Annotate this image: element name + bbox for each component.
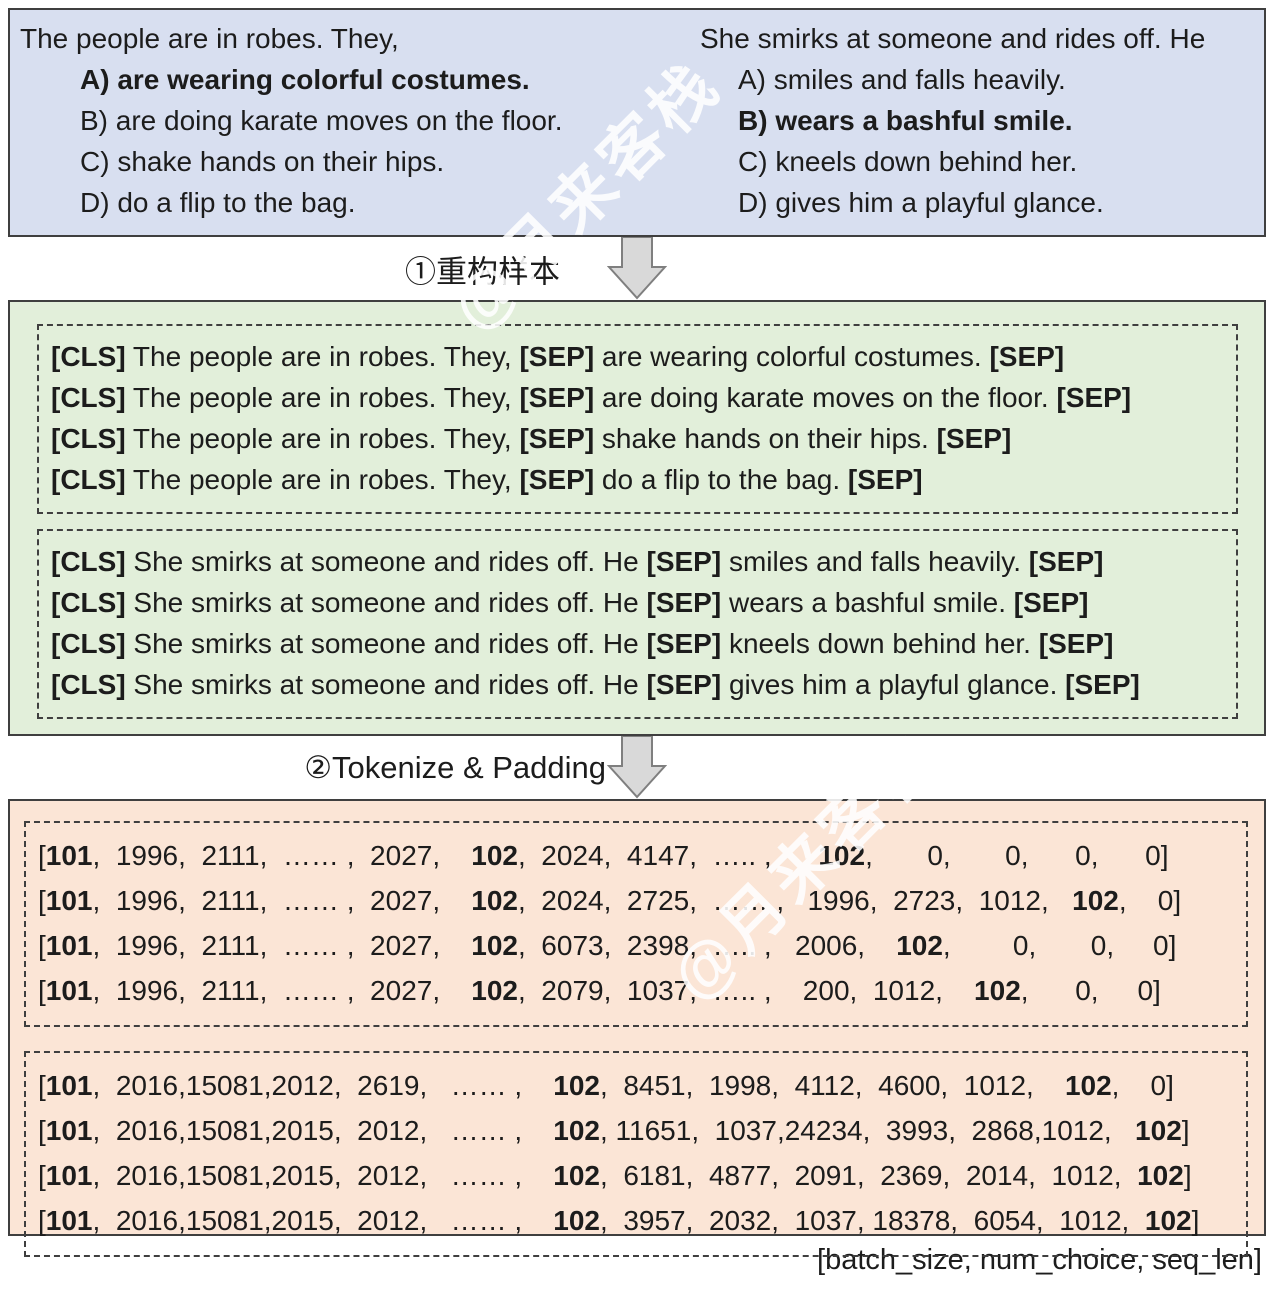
token-group-2: [101, 2016,15081,2012, 2619, …… , 102, 8…	[24, 1051, 1248, 1257]
answer-option: D) do a flip to the bag.	[80, 187, 356, 218]
answer-option: D) gives him a playful glance.	[738, 187, 1104, 218]
reconstructed-group-1: [CLS] The people are in robes. They, [SE…	[37, 324, 1238, 514]
answer-option: C) shake hands on their hips.	[80, 146, 445, 177]
answer-option: A) smiles and falls heavily.	[738, 64, 1066, 95]
token-id-row: [101, 1996, 2111, …… , 2027, 102, 2024, …	[38, 840, 1169, 871]
reconstructed-sample-line: [CLS] The people are in robes. They, [SE…	[51, 382, 1132, 413]
reconstructed-sample-line: [CLS] She smirks at someone and rides of…	[51, 669, 1140, 700]
answer-option: C) kneels down behind her.	[738, 146, 1078, 177]
reconstructed-box: [CLS] The people are in robes. They, [SE…	[8, 300, 1266, 736]
step1-label: ①重构样本	[405, 254, 560, 289]
token-box: [101, 1996, 2111, …… , 2027, 102, 2024, …	[8, 799, 1266, 1257]
reconstructed-sample-line: [CLS] The people are in robes. They, [SE…	[51, 423, 1012, 454]
token-group-1: [101, 1996, 2111, …… , 2027, 102, 2024, …	[24, 821, 1248, 1027]
reconstructed-sample-line: [CLS] The people are in robes. They, [SE…	[51, 341, 1065, 372]
token-id-row: [101, 1996, 2111, …… , 2027, 102, 2079, …	[38, 975, 1161, 1006]
down-arrow-icon	[606, 236, 668, 300]
reconstructed-sample-line: [CLS] She smirks at someone and rides of…	[51, 546, 1104, 577]
question-prompt: She smirks at someone and rides off. He	[700, 23, 1206, 54]
tensor-shape-label: [batch_size, num_choice, seq_len]	[817, 1244, 1262, 1276]
token-id-row: [101, 2016,15081,2015, 2012, …… , 102, 6…	[38, 1160, 1192, 1191]
question-column-left: The people are in robes. They, A) are wea…	[16, 18, 638, 229]
step2-row: ②Tokenize & Padding	[8, 735, 1266, 799]
figure-root: The people are in robes. They, A) are wea…	[0, 8, 1274, 1292]
answer-option: A) are wearing colorful costumes.	[80, 64, 530, 95]
reconstructed-sample-line: [CLS] She smirks at someone and rides of…	[51, 628, 1114, 659]
question-prompt: The people are in robes. They,	[20, 23, 399, 54]
question-column-right: She smirks at someone and rides off. He A…	[638, 18, 1260, 229]
token-id-row: [101, 1996, 2111, …… , 2027, 102, 2024, …	[38, 885, 1182, 916]
step1-row: ①重构样本	[8, 236, 1266, 300]
answer-option: B) wears a bashful smile.	[738, 105, 1073, 136]
question-box: The people are in robes. They, A) are wea…	[8, 8, 1266, 237]
token-id-row: [101, 2016,15081,2015, 2012, …… , 102, 1…	[38, 1115, 1190, 1146]
reconstructed-group-2: [CLS] She smirks at someone and rides of…	[37, 529, 1238, 719]
token-id-row: [101, 2016,15081,2015, 2012, …… , 102, 3…	[38, 1205, 1200, 1236]
step2-label: ②Tokenize & Padding	[304, 749, 606, 785]
reconstructed-sample-line: [CLS] The people are in robes. They, [SE…	[51, 464, 923, 495]
answer-option: B) are doing karate moves on the floor.	[80, 105, 563, 136]
reconstructed-sample-line: [CLS] She smirks at someone and rides of…	[51, 587, 1089, 618]
token-id-row: [101, 1996, 2111, …… , 2027, 102, 6073, …	[38, 930, 1177, 961]
token-id-row: [101, 2016,15081,2012, 2619, …… , 102, 8…	[38, 1070, 1174, 1101]
down-arrow-icon	[606, 735, 668, 799]
